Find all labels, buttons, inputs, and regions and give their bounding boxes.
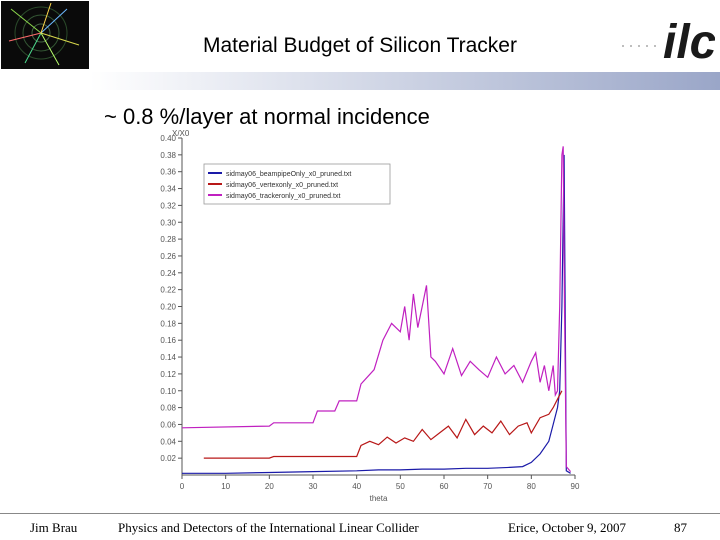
x-tick-label: 70 bbox=[483, 482, 492, 491]
y-tick-label: 0.16 bbox=[160, 336, 176, 345]
ilc-logo-text: ilc bbox=[663, 16, 715, 68]
y-tick-label: 0.22 bbox=[160, 286, 176, 295]
y-tick-label: 0.40 bbox=[160, 134, 176, 143]
x-tick-label: 20 bbox=[265, 482, 274, 491]
event-display-image bbox=[1, 1, 89, 69]
legend-entry: sidmay06_vertexonly_x0_pruned.txt bbox=[226, 182, 338, 189]
x-tick-label: 90 bbox=[571, 482, 580, 491]
y-tick-label: 0.38 bbox=[160, 151, 176, 160]
series-line-3 bbox=[181, 146, 572, 472]
y-tick-label: 0.36 bbox=[160, 168, 176, 177]
header-accent-bar bbox=[90, 72, 720, 90]
x-axis-label: theta bbox=[370, 494, 388, 503]
y-tick-label: 0.24 bbox=[160, 269, 176, 278]
x-tick-label: 10 bbox=[221, 482, 230, 491]
y-tick-label: 0.04 bbox=[160, 437, 176, 446]
ilc-logo: ilc bbox=[615, 6, 716, 69]
footer-course-title: Physics and Detectors of the Internation… bbox=[118, 520, 419, 535]
series-line-1 bbox=[182, 154, 571, 474]
y-tick-label: 0.08 bbox=[160, 404, 176, 413]
y-tick-label: 0.32 bbox=[160, 201, 176, 210]
y-tick-label: 0.18 bbox=[160, 319, 176, 328]
legend-box bbox=[203, 163, 391, 205]
series-line-2 bbox=[203, 390, 563, 459]
y-tick-label: 0.02 bbox=[160, 454, 176, 463]
page-number: 87 bbox=[674, 520, 687, 535]
y-axis-label: X/X0 bbox=[172, 130, 190, 138]
material-budget-chart: 0.02 0.04 0.06 0.08 0.10 0.12 0.14 0.16 0.18 0.20… bbox=[160, 130, 580, 503]
y-tick-label: 0.28 bbox=[160, 235, 176, 244]
y-tick-label: 0.34 bbox=[160, 185, 176, 194]
legend-entry: sidmay06_beampipeOnly_x0_pruned.txt bbox=[226, 171, 351, 178]
footer-divider bbox=[0, 513, 720, 514]
x-tick-label: 30 bbox=[309, 482, 318, 491]
slide-subtitle: ~ 0.8 %/layer at normal incidence bbox=[104, 104, 430, 129]
y-tick-label: 0.26 bbox=[160, 252, 176, 261]
x-tick-label: 60 bbox=[440, 482, 449, 491]
y-tick-label: 0.12 bbox=[160, 370, 176, 379]
x-tick-label: 40 bbox=[352, 482, 361, 491]
x-tick-label: 0 bbox=[180, 482, 185, 491]
y-tick-label: 0.20 bbox=[160, 303, 176, 312]
slide-title: Material Budget of Silicon Tracker bbox=[203, 34, 517, 57]
y-tick-label: 0.14 bbox=[160, 353, 176, 362]
x-tick-label: 80 bbox=[527, 482, 536, 491]
footer-author: Jim Brau bbox=[30, 520, 78, 535]
y-tick-label: 0.10 bbox=[160, 387, 176, 396]
y-tick-label: 0.06 bbox=[160, 420, 176, 429]
y-tick-label: 0.30 bbox=[160, 218, 176, 227]
footer-date: Erice, October 9, 2007 bbox=[508, 520, 627, 535]
legend-entry: sidmay06_trackeronly_x0_pruned.txt bbox=[226, 193, 340, 200]
x-tick-label: 50 bbox=[396, 482, 405, 491]
